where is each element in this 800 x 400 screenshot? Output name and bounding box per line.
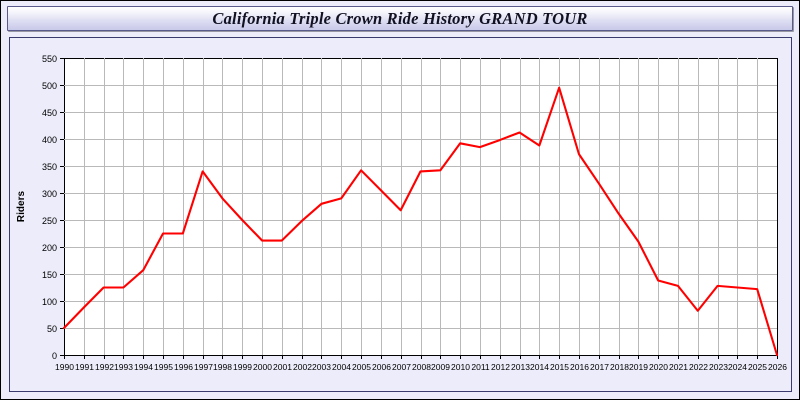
- x-tick-label: 2000: [253, 362, 272, 372]
- x-tick-label: 2013: [511, 362, 530, 372]
- x-tick-label: 2015: [550, 362, 569, 372]
- x-tick-label: 2020: [649, 362, 668, 372]
- y-tick-label: 250: [42, 216, 57, 226]
- x-tick-label: 2014: [530, 362, 549, 372]
- y-tick-label: 300: [42, 189, 57, 199]
- x-tick-label: 1992: [95, 362, 114, 372]
- x-tick-label: 2016: [570, 362, 589, 372]
- x-tick-label: 2008: [412, 362, 431, 372]
- x-tick-label: 2006: [372, 362, 391, 372]
- page-title: California Triple Crown Ride History GRA…: [212, 8, 588, 28]
- x-tick-label: 2019: [629, 362, 648, 372]
- x-tick-label: 1997: [194, 362, 213, 372]
- y-axis-label: Riders: [16, 191, 27, 223]
- x-tick-label: 2007: [392, 362, 411, 372]
- x-tick-label: 2018: [610, 362, 629, 372]
- title-bar: California Triple Crown Ride History GRA…: [7, 6, 793, 31]
- x-tick-label: 2021: [669, 362, 688, 372]
- x-tick-label: 2001: [273, 362, 292, 372]
- x-tick-label: 2012: [491, 362, 510, 372]
- x-tick-label: 2025: [748, 362, 767, 372]
- y-tick-label: 350: [42, 162, 57, 172]
- x-tick-label: 1993: [114, 362, 133, 372]
- x-tick-label: 1994: [134, 362, 153, 372]
- y-tick-label: 500: [42, 81, 57, 91]
- x-tick-label: 2009: [431, 362, 450, 372]
- x-tick-label: 1995: [154, 362, 173, 372]
- y-tick-label: 50: [47, 324, 57, 334]
- y-tick-label: 100: [42, 297, 57, 307]
- x-tick-label: 2002: [293, 362, 312, 372]
- x-tick-label: 1990: [55, 362, 74, 372]
- x-tick-label: 2023: [709, 362, 728, 372]
- plot-panel: 0 50 100 150 200 250 300 350 400 450 500 550 1990 199…: [9, 37, 792, 392]
- x-tick-label: 2003: [312, 362, 331, 372]
- x-tick-label: 1999: [233, 362, 252, 372]
- x-tick-label: 2005: [352, 362, 371, 372]
- x-tick-label: 2010: [451, 362, 470, 372]
- x-tick-label: 2004: [332, 362, 351, 372]
- x-tick-label: 1996: [174, 362, 193, 372]
- y-tick-label: 550: [42, 54, 57, 64]
- y-tick-label: 200: [42, 243, 57, 253]
- y-tick-label: 450: [42, 108, 57, 118]
- y-tick-label: 150: [42, 270, 57, 280]
- y-tick-label: 0: [52, 351, 57, 361]
- x-tick-label: 1998: [213, 362, 232, 372]
- x-tick-label: 2022: [689, 362, 708, 372]
- x-tick-label: 2017: [590, 362, 609, 372]
- x-tick-label: 2026: [768, 362, 787, 372]
- data-series-riders: [62, 86, 779, 357]
- x-tick-label: 2024: [728, 362, 747, 372]
- x-tick-label: 2011: [471, 362, 490, 372]
- x-tick-label: 1991: [75, 362, 94, 372]
- y-tick-label: 400: [42, 135, 57, 145]
